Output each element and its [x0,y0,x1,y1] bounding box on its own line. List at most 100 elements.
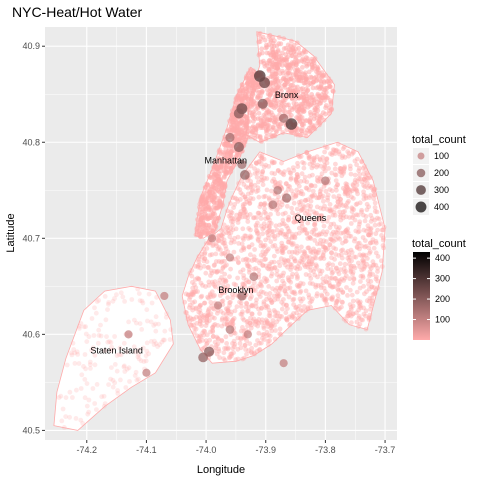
complaint-point [284,203,290,209]
complaint-point [274,93,279,98]
complaint-point [363,174,368,180]
complaint-point [208,291,213,297]
complaint-point [102,401,108,406]
complaint-point [82,395,88,401]
complaint-point [306,61,312,67]
complaint-point [115,388,120,393]
high-count-point [142,368,151,377]
complaint-point [261,325,267,331]
complaint-point [331,209,337,215]
complaint-point [342,164,347,170]
complaint-point [373,231,379,237]
complaint-point [280,243,286,249]
complaint-point [333,246,339,252]
complaint-point [254,215,259,220]
complaint-point [253,228,259,234]
complaint-point [143,358,149,364]
complaint-point [219,275,224,280]
complaint-point [216,348,222,354]
complaint-point [357,252,363,258]
complaint-point [193,232,199,238]
complaint-point [191,322,196,328]
complaint-point [239,311,245,317]
complaint-point [318,163,323,169]
complaint-point [287,86,292,92]
complaint-point [211,323,217,328]
complaint-point [189,289,195,295]
complaint-point [96,298,102,303]
complaint-point [315,64,320,70]
complaint-point [303,308,309,314]
complaint-point [306,94,312,100]
complaint-point [368,185,374,191]
complaint-point [354,187,359,193]
complaint-point [320,218,326,224]
complaint-point [291,311,296,316]
complaint-point [274,278,280,284]
complaint-point [74,349,80,355]
complaint-point [333,252,339,257]
complaint-point [253,322,258,327]
complaint-point [367,250,372,256]
complaint-point [341,266,347,271]
complaint-point [254,161,259,166]
complaint-point [317,157,323,163]
complaint-point [269,229,275,234]
complaint-point [253,304,259,309]
complaint-point [332,166,338,172]
complaint-point [367,195,372,201]
complaint-point [228,299,233,305]
complaint-point [245,323,251,329]
complaint-point [241,206,247,212]
complaint-point [302,76,307,82]
complaint-point [257,294,263,299]
complaint-point [235,217,241,223]
complaint-point [354,188,360,194]
complaint-point [337,166,343,171]
complaint-point [338,196,343,202]
complaint-point [304,150,310,156]
complaint-point [355,229,361,235]
complaint-point [254,174,260,180]
complaint-point [330,229,336,235]
complaint-point [276,293,282,298]
complaint-point [315,70,321,76]
complaint-point [201,312,207,318]
complaint-point [350,303,356,309]
complaint-point [261,332,267,337]
complaint-point [251,257,257,263]
complaint-point [219,228,225,234]
complaint-point [233,282,239,288]
y-axis-ticks: 40.540.640.740.840.9 [22,41,45,435]
complaint-point [256,179,261,185]
complaint-point [366,204,372,210]
complaint-point [222,263,228,269]
complaint-point [254,228,260,234]
complaint-point [261,121,266,127]
complaint-point [331,238,336,244]
complaint-point [115,391,121,396]
complaint-point [297,106,303,112]
complaint-point [322,149,327,155]
complaint-point [330,294,335,300]
complaint-point [285,275,291,280]
complaint-point [249,101,255,107]
complaint-point [298,179,304,184]
complaint-point [207,292,213,298]
complaint-point [297,154,302,160]
complaint-point [195,275,200,281]
complaint-point [254,160,259,166]
complaint-point [240,82,246,87]
complaint-point [336,193,342,199]
complaint-point [197,204,202,210]
complaint-point [351,207,357,212]
complaint-point [303,185,309,191]
complaint-point [89,347,94,353]
complaint-point [243,184,249,190]
complaint-point [356,165,362,171]
complaint-point [298,208,304,214]
complaint-point [245,84,251,89]
complaint-point [284,232,290,238]
complaint-point [335,235,341,241]
complaint-point [220,265,226,271]
